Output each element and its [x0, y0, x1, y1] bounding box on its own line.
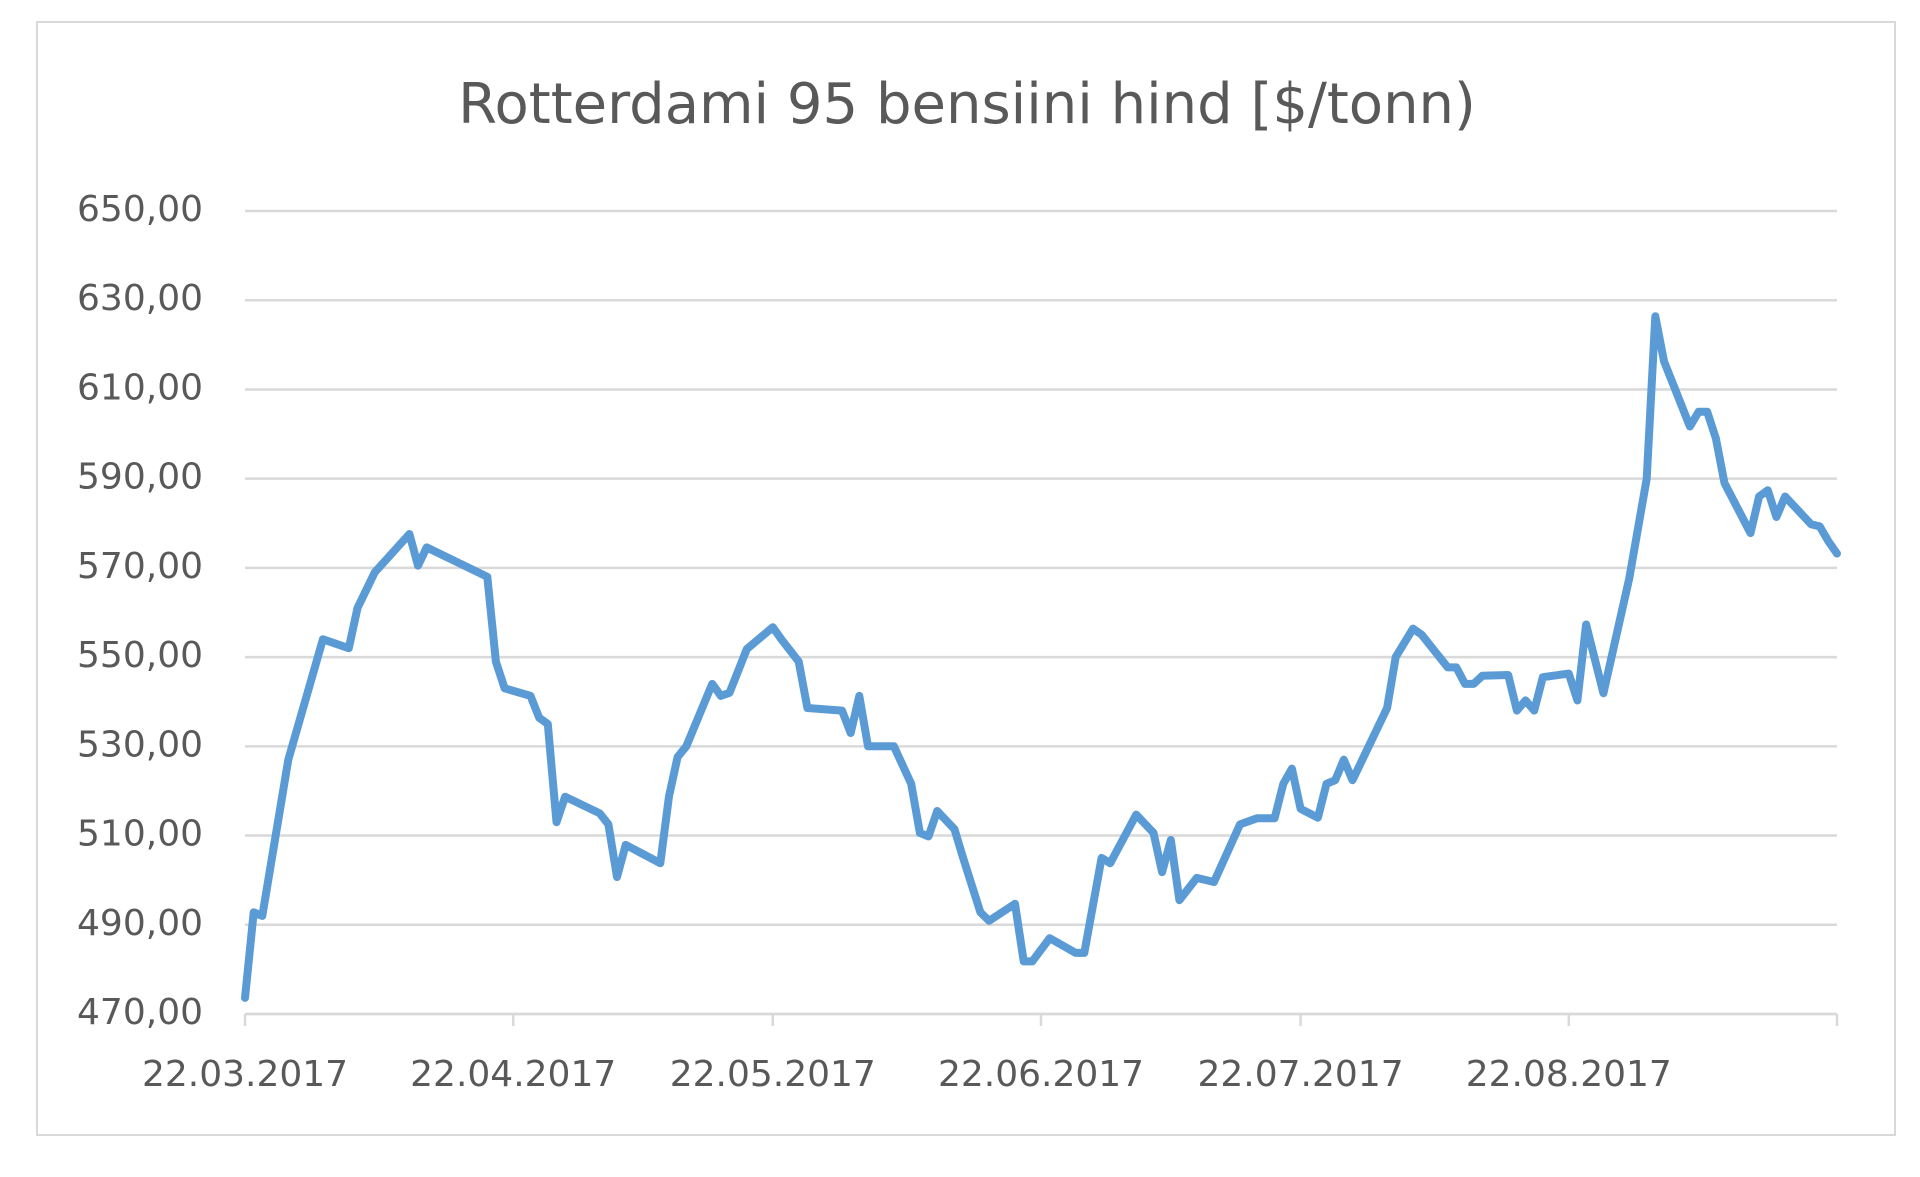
y-tick-label: 630,00	[77, 278, 203, 319]
x-tick-label: 22.08.2017	[1466, 1054, 1672, 1095]
x-tick-label: 22.07.2017	[1198, 1054, 1404, 1095]
y-tick-label: 650,00	[77, 189, 203, 230]
y-tick-label: 550,00	[77, 635, 203, 676]
x-tick-label: 22.03.2017	[142, 1054, 348, 1095]
x-tick-label: 22.06.2017	[938, 1054, 1144, 1095]
y-tick-label: 570,00	[77, 546, 203, 587]
y-tick-label: 610,00	[77, 367, 203, 408]
y-tick-label: 530,00	[77, 724, 203, 765]
y-tick-label: 470,00	[77, 992, 203, 1033]
y-tick-label: 490,00	[77, 903, 203, 944]
x-tick-label: 22.04.2017	[410, 1054, 616, 1095]
x-tick-label: 22.05.2017	[670, 1054, 876, 1095]
y-tick-label: 510,00	[77, 814, 203, 855]
data-line	[241, 312, 1841, 1002]
chart-border	[36, 21, 1896, 1136]
chart-title: Rotterdami 95 bensiini hind [$/tonn)	[458, 72, 1476, 137]
y-tick-label: 590,00	[77, 457, 203, 498]
